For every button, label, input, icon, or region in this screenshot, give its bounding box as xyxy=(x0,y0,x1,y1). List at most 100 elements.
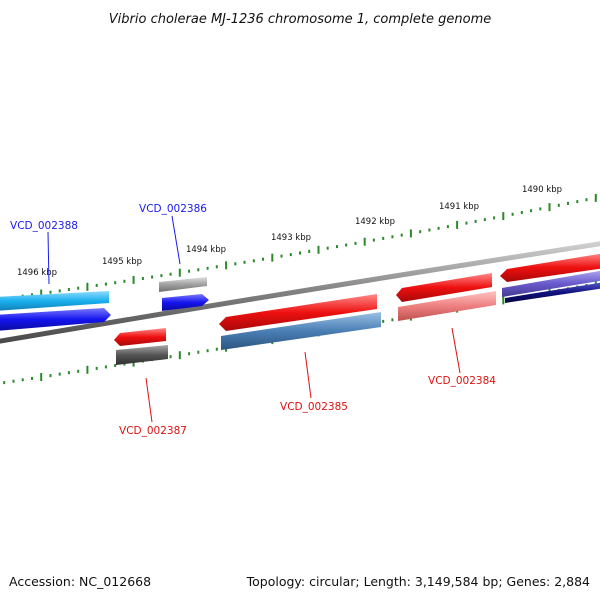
outer-minor-tick xyxy=(160,274,163,278)
gene-label-vcd-002384[interactable]: VCD_002384 xyxy=(428,375,496,387)
outer-minor-tick xyxy=(576,200,579,204)
outer-minor-tick xyxy=(585,198,588,202)
outer-minor-tick xyxy=(336,245,338,249)
outer-minor-tick xyxy=(197,268,200,272)
leader-line-vcd-002385 xyxy=(304,351,312,399)
tick-label-1496-kbp: 1496 kbp xyxy=(17,268,57,278)
outer-minor-tick xyxy=(188,269,191,273)
inner-minor-tick xyxy=(3,381,6,385)
outer-minor-tick xyxy=(557,203,560,207)
genome-summary-text: Topology: circular; Length: 3,149,584 bp… xyxy=(246,574,590,589)
outer-minor-tick xyxy=(234,262,237,266)
outer-minor-tick xyxy=(114,281,117,285)
inner-minor-tick xyxy=(31,376,33,380)
outer-minor-tick xyxy=(345,243,348,247)
outer-minor-tick xyxy=(215,265,218,269)
outer-minor-tick xyxy=(474,219,477,223)
outer-minor-tick xyxy=(539,207,542,211)
gene-vcd-002386-feature[interactable] xyxy=(162,294,209,311)
tick-label-1490-kbp: 1490 kbp xyxy=(522,185,562,195)
map-title: Vibrio cholerae MJ-1236 chromosome 1, co… xyxy=(109,12,491,27)
gene-vcd-002384-feature[interactable] xyxy=(396,273,492,302)
inner-minor-tick xyxy=(58,372,61,376)
outer-minor-tick xyxy=(326,246,329,250)
gene-vcd-002387-feature[interactable] xyxy=(114,328,166,346)
gene-vcd-002385-feature[interactable] xyxy=(219,294,377,331)
outer-major-tick xyxy=(363,237,366,246)
outer-minor-tick xyxy=(141,277,144,280)
leader-line-vcd-002386 xyxy=(171,215,181,265)
tick-label-1492-kbp: 1492 kbp xyxy=(355,217,395,227)
outer-major-tick xyxy=(317,245,320,254)
outer-major-tick xyxy=(594,193,597,202)
gene-feature-purple[interactable] xyxy=(502,270,600,297)
outer-minor-tick xyxy=(382,236,385,240)
outer-minor-tick xyxy=(400,233,403,237)
outer-minor-tick xyxy=(530,209,533,213)
leader-line-vcd-002387 xyxy=(145,377,153,423)
gene-vcd-002386-gray-feature[interactable] xyxy=(159,277,207,292)
inner-minor-tick xyxy=(188,352,191,356)
gene-feature-red-arrow-right[interactable] xyxy=(500,253,600,282)
outer-minor-tick xyxy=(252,259,255,263)
inner-minor-tick xyxy=(95,366,98,370)
inner-major-tick xyxy=(178,351,181,360)
tick-label-1494-kbp: 1494 kbp xyxy=(186,245,226,255)
outer-minor-tick xyxy=(77,286,80,290)
outer-minor-tick xyxy=(206,266,209,270)
outer-minor-tick xyxy=(419,230,422,234)
outer-minor-tick xyxy=(308,249,311,253)
inner-minor-tick xyxy=(206,349,209,353)
gene-vcd-002387-gray-feature[interactable] xyxy=(116,345,168,365)
inner-major-tick xyxy=(86,365,89,374)
chromosome-backbone xyxy=(0,241,600,344)
inner-major-tick xyxy=(40,373,43,381)
gene-feature-navy[interactable] xyxy=(505,282,600,303)
gene-label-vcd-002386[interactable]: VCD_002386 xyxy=(139,203,207,215)
inner-minor-tick xyxy=(104,365,107,369)
inner-minor-tick xyxy=(197,350,200,354)
outer-minor-tick xyxy=(511,212,514,216)
outer-minor-tick xyxy=(280,254,283,258)
outer-major-tick xyxy=(132,275,135,284)
gene-vcd-002388-feature[interactable] xyxy=(0,291,109,311)
gene-label-vcd-002388[interactable]: VCD_002388 xyxy=(10,220,78,232)
outer-minor-tick xyxy=(465,221,468,225)
gene-label-vcd-002387[interactable]: VCD_002387 xyxy=(119,425,187,437)
outer-minor-tick xyxy=(289,253,292,257)
outer-major-tick xyxy=(86,282,89,291)
outer-major-tick xyxy=(40,289,43,298)
tick-label-1491-kbp: 1491 kbp xyxy=(439,202,479,212)
outer-minor-tick xyxy=(520,211,523,214)
outer-minor-tick xyxy=(67,288,70,291)
outer-minor-tick xyxy=(483,218,486,222)
outer-minor-tick xyxy=(243,260,246,264)
outer-major-tick xyxy=(225,261,228,270)
inner-major-tick xyxy=(502,296,505,305)
outer-minor-tick xyxy=(428,228,431,232)
outer-minor-tick xyxy=(437,226,440,230)
outer-major-tick xyxy=(548,203,551,212)
outer-major-tick xyxy=(409,229,412,238)
inner-minor-tick xyxy=(67,371,70,375)
outer-minor-tick xyxy=(446,225,449,229)
inner-minor-tick xyxy=(169,355,172,359)
outer-major-tick xyxy=(271,253,274,262)
leader-line-vcd-002388 xyxy=(47,231,50,285)
gene-feature-blue-arrow[interactable] xyxy=(0,308,111,331)
outer-tick-row xyxy=(3,193,597,301)
inner-minor-tick xyxy=(21,378,24,382)
gene-vcd-002385-steel-feature[interactable] xyxy=(221,312,381,350)
inner-minor-tick xyxy=(382,319,385,323)
outer-minor-tick xyxy=(151,275,154,279)
outer-minor-tick xyxy=(49,290,52,294)
reverse-strand-features xyxy=(114,273,496,365)
tick-label-1495-kbp: 1495 kbp xyxy=(102,257,142,267)
outer-major-tick xyxy=(502,212,505,221)
outer-minor-tick xyxy=(493,216,496,220)
gene-label-vcd-002385[interactable]: VCD_002385 xyxy=(280,401,348,413)
gene-vcd-002384-pink-feature[interactable] xyxy=(398,291,496,321)
inner-minor-tick xyxy=(77,369,80,373)
outer-minor-tick xyxy=(123,279,126,283)
